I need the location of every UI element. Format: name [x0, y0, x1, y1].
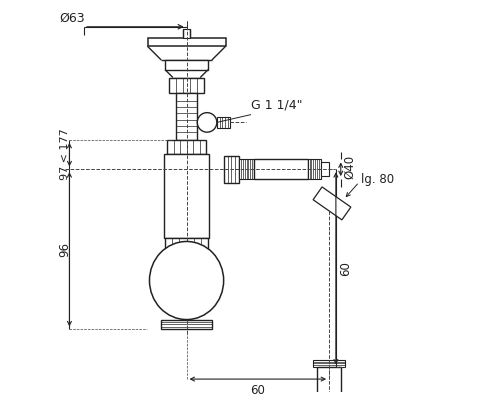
Ellipse shape: [150, 242, 224, 320]
Bar: [224, 156, 240, 183]
Bar: [167, 140, 206, 154]
Bar: [217, 116, 230, 128]
Text: 96: 96: [58, 242, 71, 257]
Bar: [308, 160, 321, 179]
Bar: [314, 360, 344, 367]
Bar: [165, 238, 208, 251]
Bar: [313, 187, 351, 220]
Text: G 1 1/4": G 1 1/4": [251, 98, 302, 111]
Bar: [318, 367, 341, 397]
Text: Ø63: Ø63: [60, 12, 86, 25]
Text: 97 < 177: 97 < 177: [60, 129, 70, 180]
Bar: [169, 78, 204, 93]
Bar: [161, 320, 212, 329]
Bar: [321, 162, 329, 176]
Bar: [240, 160, 254, 179]
Bar: [176, 93, 198, 140]
Ellipse shape: [198, 113, 217, 132]
Text: Ø40: Ø40: [344, 155, 356, 179]
Text: 60: 60: [339, 261, 352, 276]
Bar: [182, 29, 190, 38]
Bar: [314, 397, 344, 400]
Bar: [254, 160, 308, 179]
Bar: [148, 38, 226, 46]
Bar: [164, 154, 209, 238]
Bar: [165, 60, 208, 70]
Text: 60: 60: [250, 384, 265, 397]
Text: lg. 80: lg. 80: [362, 174, 394, 186]
